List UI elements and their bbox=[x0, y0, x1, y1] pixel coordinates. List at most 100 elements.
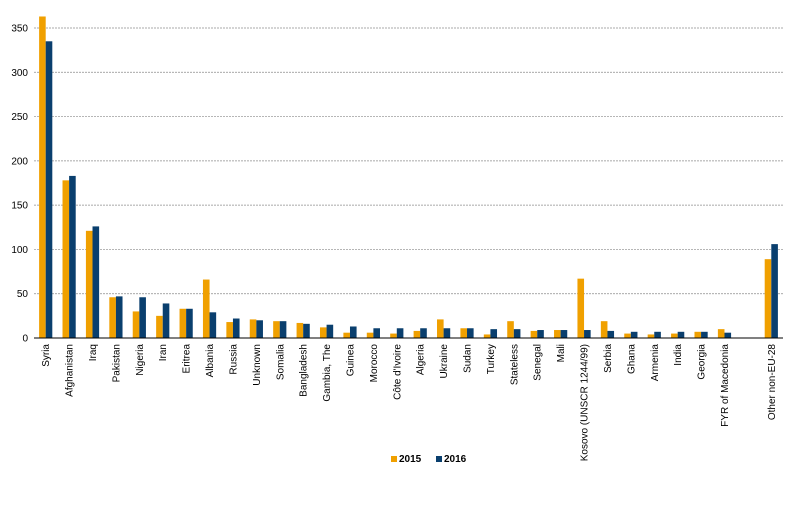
x-tick-label: Afghanistan bbox=[65, 344, 76, 397]
bar-2016 bbox=[677, 331, 685, 338]
bar-2015 bbox=[460, 328, 468, 338]
bar-2015 bbox=[249, 319, 257, 338]
bar-2016 bbox=[115, 296, 123, 338]
x-tick-label: Côte d'Ivoire bbox=[392, 344, 403, 400]
y-tick-label: 150 bbox=[11, 201, 28, 212]
y-tick-label: 350 bbox=[11, 24, 28, 35]
legend-swatch bbox=[436, 456, 442, 462]
bar-2016 bbox=[443, 328, 451, 338]
bar-2016 bbox=[771, 244, 778, 338]
bar-2015 bbox=[273, 321, 280, 338]
bar-2015 bbox=[319, 327, 327, 338]
bar-2015 bbox=[624, 333, 631, 338]
x-tick-label: Kosovo (UNSCR 1244/99) bbox=[580, 344, 591, 461]
bar-2016 bbox=[630, 331, 638, 338]
x-tick-label: Iraq bbox=[88, 344, 99, 361]
bar-2015 bbox=[554, 330, 561, 338]
bar-2015 bbox=[764, 259, 772, 338]
bar-2015 bbox=[366, 332, 374, 338]
x-tick-label: Senegal bbox=[533, 344, 544, 381]
bar-2016 bbox=[139, 297, 146, 338]
bar-2016 bbox=[349, 326, 357, 338]
bar-2016 bbox=[232, 318, 240, 338]
x-tick-label: Georgia bbox=[697, 344, 708, 380]
legend-label: 2015 bbox=[399, 454, 422, 465]
bar-2016 bbox=[162, 303, 170, 338]
bar-2016 bbox=[537, 330, 544, 338]
bar-2016 bbox=[607, 330, 615, 338]
x-tick-label: Guinea bbox=[345, 344, 356, 377]
bar-2015 bbox=[202, 279, 210, 338]
bar-2016 bbox=[490, 329, 498, 338]
legend-label: 2016 bbox=[444, 454, 467, 465]
x-tick-label: Sudan bbox=[463, 344, 474, 373]
bar-2015 bbox=[85, 230, 93, 338]
bar-2016 bbox=[45, 41, 53, 339]
x-tick-label: Stateless bbox=[509, 344, 520, 385]
bar-2016 bbox=[701, 331, 708, 338]
bar-2015 bbox=[483, 334, 491, 338]
x-tick-label: Other non-EU-28 bbox=[767, 344, 778, 421]
bar-2016 bbox=[279, 321, 287, 338]
bar-2016 bbox=[560, 330, 568, 338]
bar-2015 bbox=[109, 297, 116, 338]
bar-2016 bbox=[92, 226, 100, 338]
x-tick-label: FYR of Macedonia bbox=[720, 344, 731, 427]
bar-2015 bbox=[507, 321, 514, 338]
y-tick-label: 50 bbox=[17, 289, 29, 300]
x-tick-label: Nigeria bbox=[135, 344, 146, 376]
x-tick-label: Gambia, The bbox=[322, 344, 333, 402]
x-tick-label: Turkey bbox=[486, 344, 497, 374]
y-tick-label: 0 bbox=[22, 334, 28, 345]
x-tick-label: Iran bbox=[158, 344, 169, 361]
x-tick-label: Syria bbox=[41, 344, 52, 367]
bar-2015 bbox=[156, 315, 163, 338]
y-tick-label: 250 bbox=[11, 112, 28, 123]
y-tick-label: 100 bbox=[11, 245, 28, 256]
bar-2016 bbox=[420, 328, 427, 338]
x-tick-label: Unknown bbox=[252, 344, 263, 386]
x-tick-label: Ukraine bbox=[439, 344, 450, 379]
bar-2016 bbox=[724, 332, 732, 338]
x-tick-label: Albania bbox=[205, 344, 216, 378]
x-tick-label: Eritrea bbox=[182, 344, 193, 374]
bar-2016 bbox=[303, 323, 310, 338]
bar-2016 bbox=[209, 312, 217, 338]
bar-2015 bbox=[62, 180, 70, 338]
bar-2016 bbox=[654, 331, 661, 338]
bar-2016 bbox=[256, 320, 263, 338]
x-tick-label: India bbox=[673, 344, 684, 366]
legend-swatch bbox=[391, 456, 397, 462]
bar-2016 bbox=[513, 329, 521, 338]
bar-2015 bbox=[413, 330, 421, 338]
bar-2015 bbox=[132, 311, 140, 338]
x-tick-label: Morocco bbox=[369, 344, 380, 383]
bar-2016 bbox=[396, 328, 404, 338]
bar-2016 bbox=[467, 328, 474, 338]
bar-2015 bbox=[577, 278, 585, 338]
bar-2015 bbox=[390, 333, 397, 338]
bar-2015 bbox=[226, 322, 233, 338]
x-tick-label: Pakistan bbox=[111, 344, 122, 382]
bar-2015 bbox=[694, 331, 702, 338]
bar-2015 bbox=[437, 319, 444, 338]
x-tick-label: Bangladesh bbox=[299, 344, 310, 397]
bar-2015 bbox=[296, 322, 304, 338]
bar-2016 bbox=[69, 175, 76, 338]
bar-2016 bbox=[584, 330, 591, 338]
x-tick-label: Mali bbox=[556, 344, 567, 362]
bar-2015 bbox=[717, 329, 725, 338]
x-tick-label: Ghana bbox=[626, 344, 637, 374]
x-tick-label: Somalia bbox=[275, 344, 286, 381]
x-tick-label: Serbia bbox=[603, 344, 614, 373]
y-tick-label: 300 bbox=[11, 68, 28, 79]
bar-2015 bbox=[647, 334, 655, 338]
x-tick-label: Armenia bbox=[650, 344, 661, 382]
bar-2015 bbox=[179, 308, 187, 338]
bar-2015 bbox=[343, 332, 350, 338]
bar-2016 bbox=[326, 324, 334, 338]
bar-2015 bbox=[39, 16, 46, 338]
bar-2015 bbox=[600, 321, 608, 338]
